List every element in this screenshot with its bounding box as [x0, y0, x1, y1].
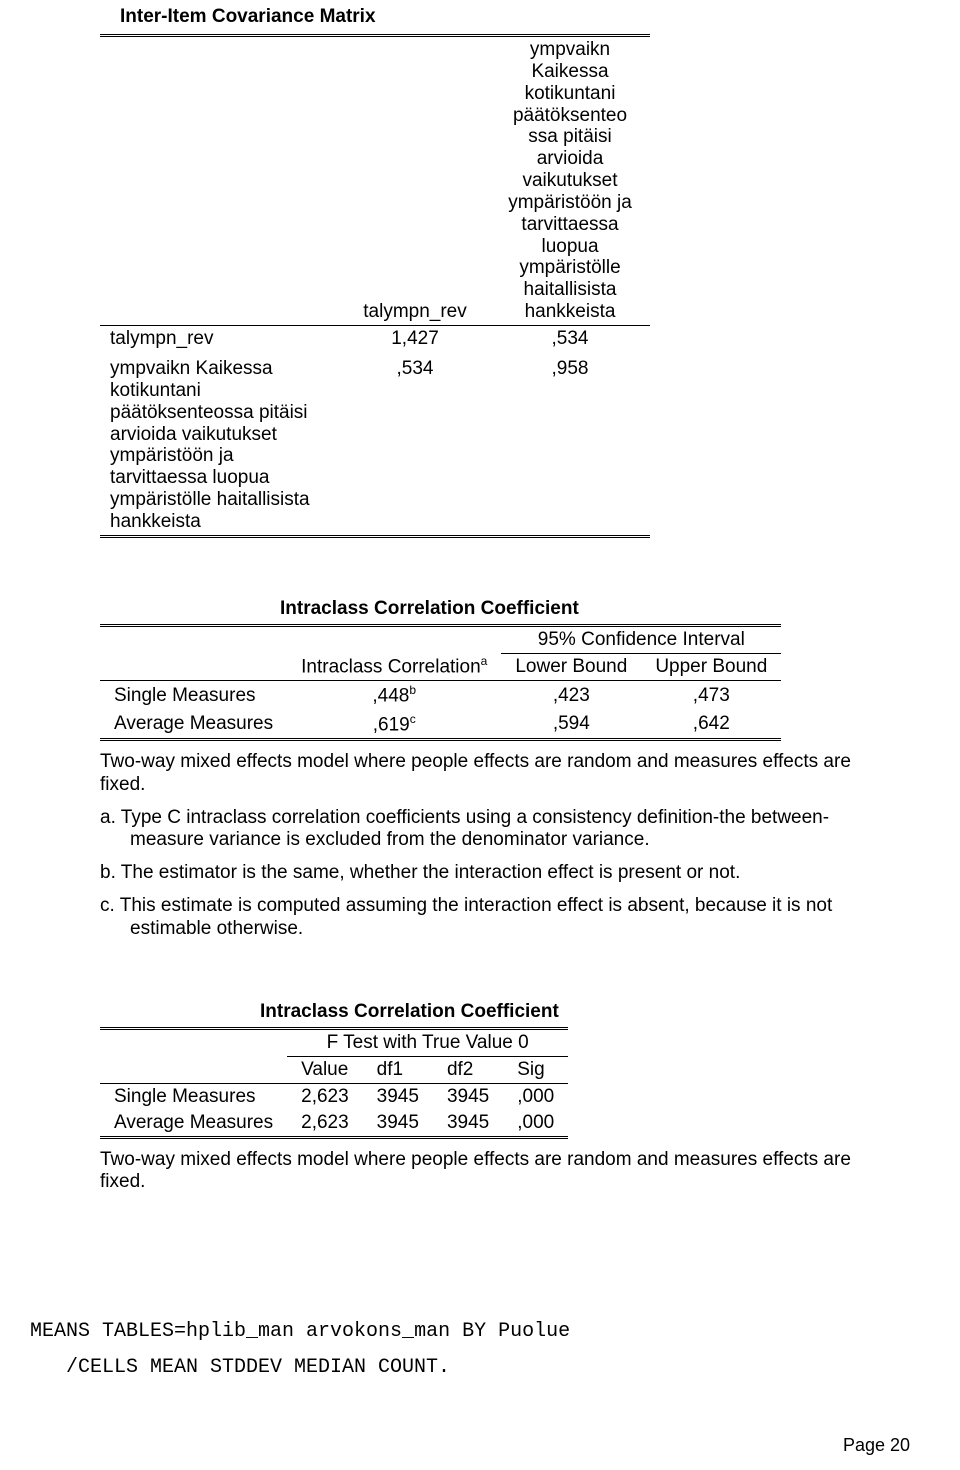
- corr-head: Intraclass Correlationa: [287, 653, 501, 681]
- syntax-block: MEANS TABLES=hplib_man arvokons_man BY P…: [30, 1314, 960, 1386]
- upper-head: Upper Bound: [641, 653, 781, 681]
- r2-c3: ,642: [641, 710, 781, 740]
- t3-r2-c4: ,000: [503, 1110, 568, 1138]
- icc-table-2: F Test with True Value 0 Value df1 df2 S…: [100, 1027, 568, 1139]
- r1-c2: ,423: [501, 681, 641, 710]
- t3-r2-c3: 3945: [433, 1110, 503, 1138]
- code-line-2: /CELLS MEAN STDDEV MEDIAN COUNT.: [66, 1350, 960, 1386]
- page-number: Page 20: [843, 1435, 910, 1456]
- table2-title: Intraclass Correlation Coefficient: [280, 598, 960, 620]
- t3-r1-c1: 2,623: [287, 1083, 363, 1110]
- ftest-spanhead: F Test with True Value 0: [287, 1028, 568, 1056]
- row2-label: ympvaikn Kaikessa kotikuntani päätöksent…: [100, 352, 340, 536]
- row1-c2: ,534: [490, 325, 650, 352]
- r2-c1: ,619c: [287, 710, 501, 740]
- note-b: b. The estimator is the same, whether th…: [130, 862, 860, 885]
- t3-r1-label: Single Measures: [100, 1083, 287, 1110]
- t3-r2-label: Average Measures: [100, 1110, 287, 1138]
- ci-spanhead: 95% Confidence Interval: [501, 625, 781, 653]
- h-df2: df2: [433, 1056, 503, 1083]
- icc-table-1: 95% Confidence Interval Intraclass Corre…: [100, 624, 781, 741]
- lower-head: Lower Bound: [501, 653, 641, 681]
- table1-title: Inter-Item Covariance Matrix: [120, 6, 960, 28]
- r2-c2: ,594: [501, 710, 641, 740]
- h-sig: Sig: [503, 1056, 568, 1083]
- corr-head-text: Intraclass Correlation: [301, 657, 481, 678]
- r1-label: Single Measures: [100, 681, 287, 710]
- notes-block-1: Two-way mixed effects model where people…: [100, 751, 860, 941]
- t3-r2-c1: 2,623: [287, 1110, 363, 1138]
- t3-r1-c2: 3945: [363, 1083, 433, 1110]
- notes-block-2: Two-way mixed effects model where people…: [100, 1149, 860, 1195]
- note-c: c. This estimate is computed assuming th…: [130, 895, 860, 941]
- code-line-1: MEANS TABLES=hplib_man arvokons_man BY P…: [30, 1314, 960, 1350]
- row1-c1: 1,427: [340, 325, 490, 352]
- row2-c1: ,534: [340, 352, 490, 536]
- note-lead: Two-way mixed effects model where people…: [100, 751, 860, 797]
- r1-c3: ,473: [641, 681, 781, 710]
- t3-r2-c2: 3945: [363, 1110, 433, 1138]
- h-value: Value: [287, 1056, 363, 1083]
- col2-head: ympvaikn Kaikessa kotikuntani päätöksent…: [490, 36, 650, 326]
- row2-c2: ,958: [490, 352, 650, 536]
- note-a: a. Type C intraclass correlation coeffic…: [130, 807, 860, 853]
- row1-label: talympn_rev: [100, 325, 340, 352]
- t3-r1-c4: ,000: [503, 1083, 568, 1110]
- note3-lead: Two-way mixed effects model where people…: [100, 1149, 860, 1195]
- t3-r1-c3: 3945: [433, 1083, 503, 1110]
- h-df1: df1: [363, 1056, 433, 1083]
- r2-label: Average Measures: [100, 710, 287, 740]
- covariance-table: talympn_rev ympvaikn Kaikessa kotikuntan…: [100, 34, 650, 538]
- col1-head: talympn_rev: [340, 36, 490, 326]
- corr-head-sup: a: [481, 654, 488, 668]
- r1-c1: ,448b: [287, 681, 501, 710]
- table3-title: Intraclass Correlation Coefficient: [260, 1001, 960, 1023]
